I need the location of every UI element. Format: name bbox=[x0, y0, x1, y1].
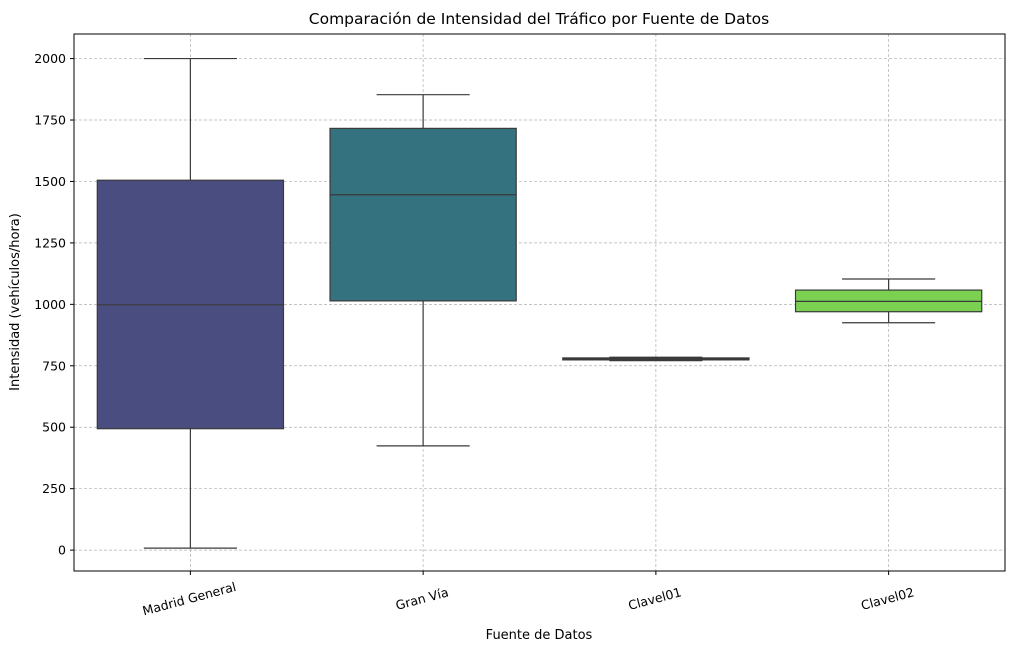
y-tick-label: 1500 bbox=[34, 174, 66, 189]
plot-area-frame bbox=[73, 33, 1006, 572]
x-tick-label: Gran Vía bbox=[394, 584, 450, 612]
box-clavel01 bbox=[562, 356, 750, 362]
y-tick-label: 1750 bbox=[34, 113, 66, 128]
box-gran-v-a bbox=[329, 94, 517, 447]
y-tick-label: 750 bbox=[42, 358, 66, 373]
x-tick-label: Madrid General bbox=[141, 579, 238, 618]
y-tick-label: 500 bbox=[42, 420, 66, 435]
y-tick-label: 1000 bbox=[34, 297, 66, 312]
chart-title: Comparación de Intensidad del Tráfico po… bbox=[309, 10, 769, 28]
y-tick-label: 2000 bbox=[34, 51, 66, 66]
y-axis-label: Intensidad (vehículos/hora) bbox=[8, 213, 23, 391]
iqr-box bbox=[329, 127, 517, 302]
box-madrid-general bbox=[96, 57, 285, 549]
y-tick-label: 0 bbox=[58, 543, 66, 558]
x-tick-label: Clavel02 bbox=[859, 584, 915, 613]
x-tick-label: Clavel01 bbox=[627, 584, 683, 613]
x-axis-label: Fuente de Datos bbox=[486, 628, 593, 643]
box-clavel02 bbox=[794, 278, 983, 324]
y-tick-label: 1250 bbox=[34, 235, 66, 250]
box-layer bbox=[96, 57, 983, 549]
y-tick-label: 250 bbox=[42, 481, 66, 496]
